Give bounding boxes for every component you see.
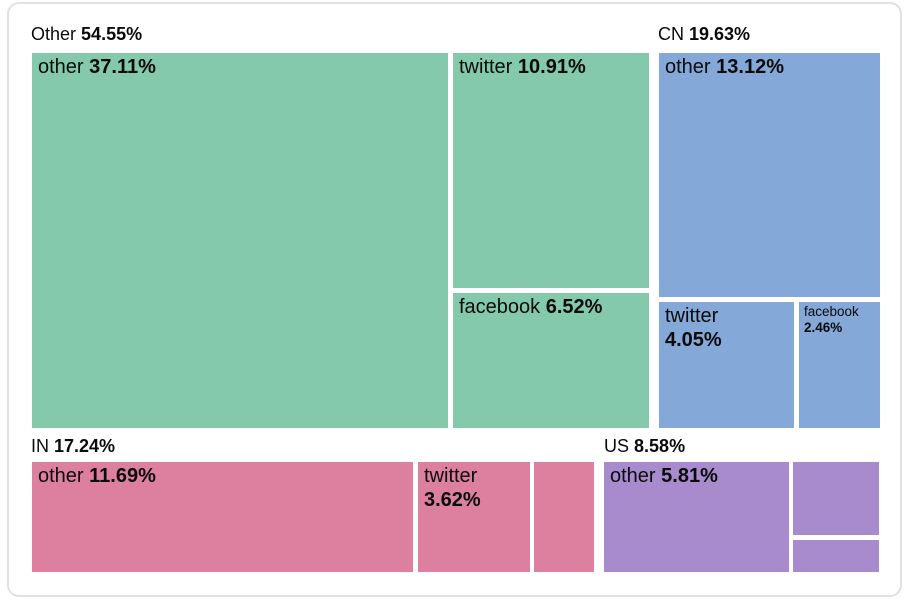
treemap-cell-us-other[interactable]: other 5.81% xyxy=(604,462,789,572)
treemap-group-header-cn: CN 19.63% xyxy=(658,24,750,46)
treemap-group-header-other: Other 54.55% xyxy=(31,24,142,46)
group-value: 19.63% xyxy=(689,24,751,44)
group-label: CN xyxy=(658,24,684,44)
treemap-cell-cn-other[interactable]: other 13.12% xyxy=(659,53,880,297)
treemap-group-header-us: US 8.58% xyxy=(604,436,685,458)
treemap-cell-other-facebook[interactable]: facebook 6.52% xyxy=(453,293,649,428)
group-value: 17.24% xyxy=(54,436,116,456)
cell-label: other xyxy=(610,465,656,487)
group-value: 8.58% xyxy=(634,436,686,456)
group-label: IN xyxy=(31,436,49,456)
cell-value: 6.52% xyxy=(545,296,603,318)
treemap-cell-cn-twitter[interactable]: twitter 4.05% xyxy=(659,302,794,428)
cell-label: other xyxy=(38,465,84,487)
cell-label: other xyxy=(665,56,711,78)
cell-label: other xyxy=(38,56,84,78)
cell-label: twitter xyxy=(424,465,478,487)
treemap-cell-other-twitter[interactable]: twitter 10.91% xyxy=(453,53,649,288)
treemap-cell-in-twitter[interactable]: twitter 3.62% xyxy=(418,462,530,572)
treemap-cell-us-unlabeled-3[interactable] xyxy=(793,540,879,572)
treemap-cell-us-unlabeled-2[interactable] xyxy=(793,462,879,535)
cell-value: 11.69% xyxy=(89,465,156,487)
cell-value: 37.11% xyxy=(89,56,156,78)
treemap-cell-other-other[interactable]: other 37.11% xyxy=(32,53,448,428)
cell-value: 10.91% xyxy=(517,56,586,78)
treemap-cell-in-unlabeled-3[interactable] xyxy=(534,462,594,572)
cell-value: 13.12% xyxy=(716,56,784,78)
cell-value: 5.81% xyxy=(661,465,718,487)
treemap-group-header-in: IN 17.24% xyxy=(31,436,115,458)
group-label: US xyxy=(604,436,630,456)
group-label: Other xyxy=(31,24,77,44)
treemap-cell-cn-facebook[interactable]: facebook 2.46% xyxy=(799,302,880,428)
cell-label: twitter xyxy=(459,56,513,78)
treemap-cell-in-other[interactable]: other 11.69% xyxy=(32,462,413,572)
group-value: 54.55% xyxy=(81,24,143,44)
cell-label: twitter xyxy=(665,305,719,327)
cell-value: 2.46% xyxy=(804,320,843,336)
cell-value: 3.62% xyxy=(424,488,481,511)
cell-value: 4.05% xyxy=(665,328,722,351)
cell-label: facebook xyxy=(804,304,859,319)
cell-label: facebook xyxy=(459,296,541,318)
